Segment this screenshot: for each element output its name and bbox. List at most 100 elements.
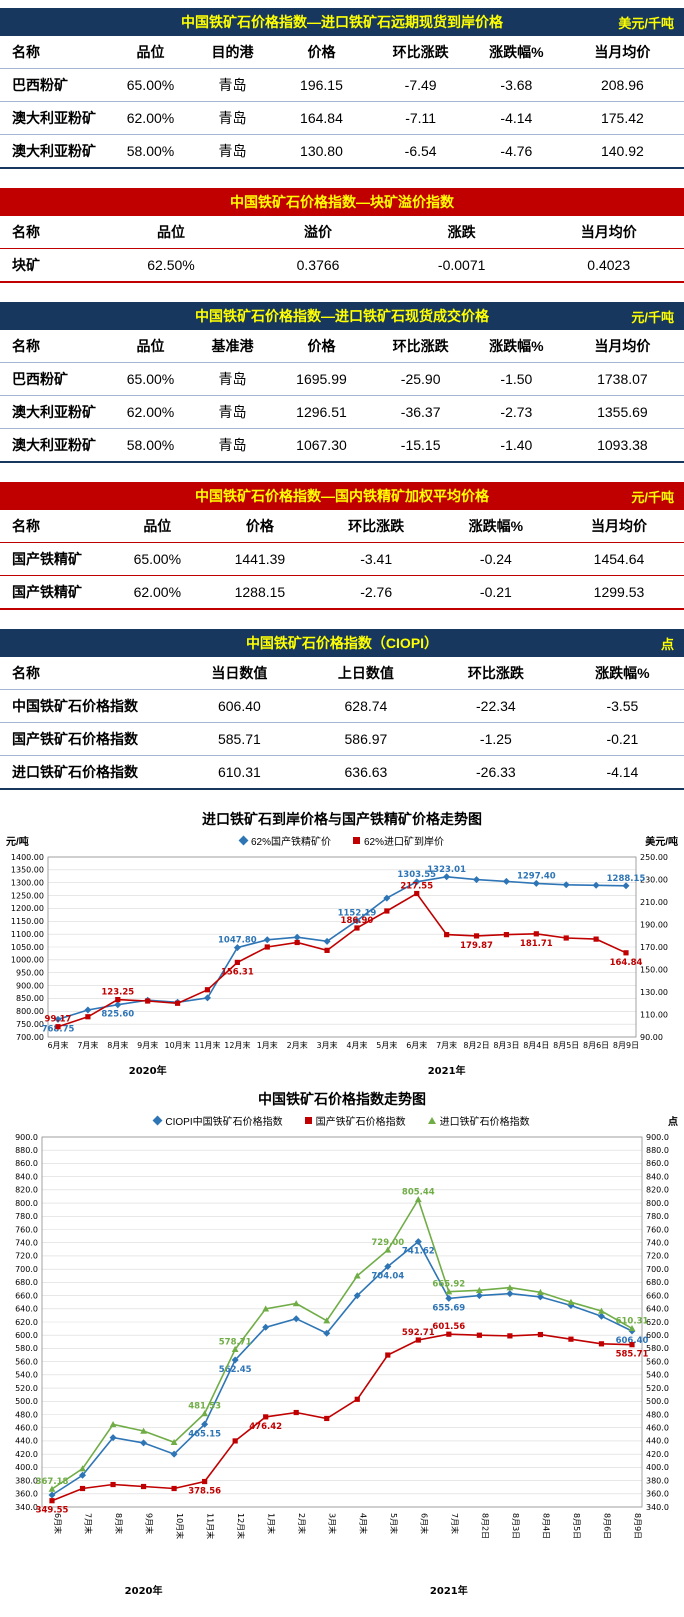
- table-row: 巴西粉矿 65.00% 青岛 196.15 -7.49 -3.68 208.96: [0, 69, 684, 102]
- svg-text:520.0: 520.0: [15, 1384, 38, 1393]
- column-header: 名称: [12, 44, 40, 60]
- cell: 62.50%: [147, 257, 195, 273]
- svg-text:8月5日: 8月5日: [572, 1513, 581, 1539]
- svg-text:655.69: 655.69: [432, 1303, 465, 1313]
- cell: 65.00%: [126, 371, 175, 387]
- chart-title: 中国铁矿石价格指数走势图: [258, 1091, 426, 1107]
- cell: -0.0071: [437, 257, 486, 273]
- svg-text:9月末: 9月末: [145, 1513, 155, 1534]
- cell: 196.15: [300, 77, 343, 93]
- column-header: 涨跌幅%: [489, 338, 544, 354]
- svg-text:820.0: 820.0: [15, 1186, 38, 1195]
- svg-text:123.25: 123.25: [101, 988, 134, 998]
- svg-text:900.00: 900.00: [16, 981, 44, 990]
- svg-text:1100.00: 1100.00: [11, 930, 44, 939]
- triangle-marker-icon: [427, 1116, 436, 1124]
- column-header: 名称: [12, 518, 40, 534]
- table-row: 澳大利亚粉矿 62.00% 青岛 1296.51 -36.37 -2.73 1355.69: [0, 396, 684, 429]
- cell: 澳大利亚粉矿: [12, 404, 96, 420]
- cell: 1067.30: [296, 437, 347, 453]
- legend-item: 62%进口矿到岸价: [353, 833, 444, 848]
- cell: 青岛: [218, 77, 247, 93]
- svg-text:360.0: 360.0: [15, 1490, 38, 1499]
- svg-text:150.00: 150.00: [640, 965, 668, 974]
- svg-text:6月末: 6月末: [406, 1040, 427, 1050]
- table-header-row: 名称 品位 基准港 价格 环比涨跌 涨跌幅% 当月均价: [0, 330, 684, 363]
- svg-text:4月末: 4月末: [358, 1513, 368, 1534]
- svg-text:1297.40: 1297.40: [517, 871, 556, 881]
- svg-text:578.71: 578.71: [219, 1337, 252, 1347]
- svg-text:2月末: 2月末: [297, 1513, 307, 1534]
- column-header: 当月均价: [594, 338, 651, 354]
- svg-text:420.0: 420.0: [646, 1450, 669, 1459]
- svg-text:210.00: 210.00: [640, 898, 668, 907]
- svg-text:500.0: 500.0: [646, 1397, 669, 1406]
- svg-text:900.0: 900.0: [15, 1133, 38, 1142]
- svg-text:179.87: 179.87: [460, 941, 493, 951]
- column-header: 涨跌: [447, 224, 476, 240]
- svg-text:90.00: 90.00: [640, 1033, 663, 1042]
- cell: -0.21: [606, 731, 639, 747]
- svg-text:825.60: 825.60: [101, 1010, 134, 1020]
- svg-text:540.0: 540.0: [646, 1371, 669, 1380]
- cell: 140.92: [600, 143, 644, 159]
- svg-text:2021年: 2021年: [430, 1584, 468, 1597]
- svg-text:420.0: 420.0: [15, 1450, 38, 1459]
- svg-text:7月末: 7月末: [77, 1040, 98, 1050]
- table-unit: 元/千吨: [631, 489, 674, 505]
- column-header: 当日数值: [211, 665, 268, 681]
- cell: 1454.64: [593, 551, 645, 567]
- price-table-4: 中国铁矿石价格指数（CIOPI） 点名称 当日数值 上日数值 环比涨跌 涨跌幅% 中国铁矿石…: [0, 629, 684, 790]
- svg-text:560.0: 560.0: [646, 1357, 669, 1366]
- column-header: 品位: [136, 338, 165, 354]
- column-header: 环比涨跌: [392, 44, 449, 60]
- svg-text:741.62: 741.62: [402, 1247, 435, 1257]
- svg-text:880.0: 880.0: [646, 1146, 669, 1155]
- cell: 澳大利亚粉矿: [12, 437, 96, 453]
- svg-text:805.44: 805.44: [402, 1187, 435, 1197]
- svg-text:3月末: 3月末: [317, 1040, 338, 1050]
- svg-text:1月末: 1月末: [267, 1513, 277, 1534]
- cell: 青岛: [218, 371, 247, 387]
- svg-text:440.0: 440.0: [646, 1437, 669, 1446]
- svg-text:400.0: 400.0: [646, 1463, 669, 1472]
- price-tables-section: 中国铁矿石价格指数—进口铁矿石远期现货到岸价格 美元/千吨 名称 品位 目的港 价格 环比涨…: [0, 8, 684, 790]
- price-trend-chart-canvas: 700.00 750.00 800.00 850.00 900.00 950.00 1000…: [11, 853, 668, 1077]
- svg-text:500.0: 500.0: [15, 1397, 38, 1406]
- cell: 62.00%: [133, 584, 182, 600]
- table-unit: 美元/千吨: [618, 15, 674, 31]
- column-header: 环比涨跌: [392, 338, 449, 354]
- svg-text:8月9日: 8月9日: [613, 1041, 639, 1050]
- svg-text:562.45: 562.45: [219, 1365, 252, 1375]
- svg-text:156.31: 156.31: [221, 967, 254, 977]
- table-row: 进口铁矿石价格指数 610.31 636.63 -26.33 -4.14: [0, 756, 684, 790]
- svg-text:520.0: 520.0: [646, 1384, 669, 1393]
- svg-text:585.71: 585.71: [616, 1350, 649, 1360]
- table-title: 中国铁矿石价格指数（CIOPI）: [245, 635, 439, 651]
- cell: -25.90: [400, 371, 441, 387]
- svg-text:700.0: 700.0: [646, 1265, 669, 1274]
- svg-text:10月末: 10月末: [164, 1040, 190, 1050]
- cell: 65.00%: [133, 551, 182, 567]
- column-header: 环比涨跌: [467, 665, 524, 681]
- diamond-marker-icon: [152, 1115, 163, 1125]
- cell: 208.96: [600, 77, 644, 93]
- svg-text:760.0: 760.0: [15, 1225, 38, 1234]
- svg-text:8月末: 8月末: [114, 1513, 124, 1534]
- svg-text:720.0: 720.0: [646, 1252, 669, 1261]
- svg-text:349.55: 349.55: [36, 1506, 69, 1516]
- cell: 青岛: [218, 110, 247, 126]
- svg-text:660.0: 660.0: [646, 1291, 669, 1300]
- cell: -3.55: [606, 698, 639, 714]
- svg-text:580.0: 580.0: [15, 1344, 38, 1353]
- column-header: 当月均价: [590, 518, 647, 534]
- cell: -3.41: [360, 551, 393, 567]
- svg-text:8月3日: 8月3日: [493, 1041, 519, 1050]
- column-header: 品位: [143, 518, 172, 534]
- svg-text:700.00: 700.00: [16, 1033, 44, 1042]
- svg-text:8月6日: 8月6日: [602, 1513, 611, 1539]
- cell: -1.40: [500, 437, 533, 453]
- column-header: 环比涨跌: [348, 518, 405, 534]
- svg-text:606.40: 606.40: [616, 1336, 649, 1346]
- svg-text:164.84: 164.84: [610, 958, 643, 968]
